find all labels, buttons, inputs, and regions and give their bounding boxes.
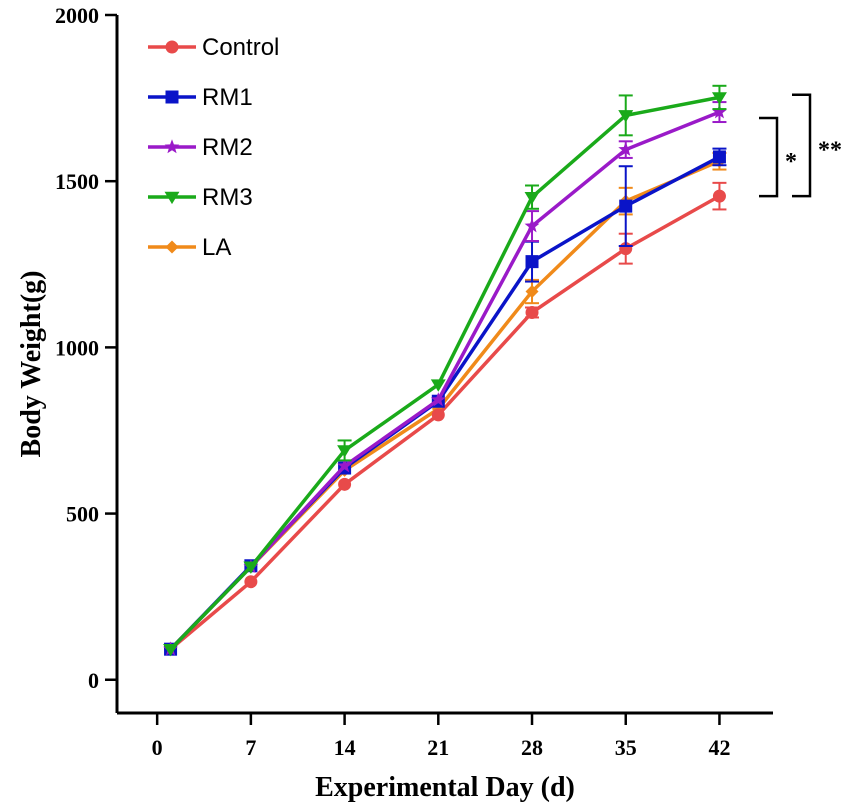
significance-label: * — [785, 149, 797, 175]
x-tick-label: 7 — [245, 735, 256, 760]
data-point — [525, 285, 539, 299]
data-point — [431, 408, 445, 422]
y-tick-label: 1000 — [55, 335, 99, 360]
x-tick-label: 28 — [521, 735, 543, 760]
data-point — [711, 92, 727, 105]
x-axis-title: Experimental Day (d) — [315, 772, 575, 803]
x-tick-label: 35 — [615, 735, 637, 760]
data-point — [165, 90, 179, 104]
data-point — [618, 141, 634, 156]
data-point — [712, 104, 727, 119]
data-point — [525, 305, 539, 319]
data-point — [524, 218, 540, 233]
significance-label: ** — [818, 137, 842, 163]
data-point — [712, 189, 726, 203]
axes: 0 500 1000 1500 2000 0 7 14 21 28 35 42 — [55, 3, 773, 760]
data-point — [163, 643, 179, 657]
legend-label: RM1 — [202, 84, 253, 111]
legend-item-la: LA — [148, 234, 231, 261]
significance-bracket — [759, 116, 779, 198]
y-tick-label: 1500 — [55, 169, 99, 194]
x-tick-label: 14 — [334, 735, 356, 760]
x-tick-label: 42 — [708, 735, 730, 760]
data-point — [525, 255, 539, 269]
legend-label: RM2 — [202, 134, 253, 161]
data-point — [337, 458, 352, 473]
significance-bracket — [792, 93, 812, 198]
data-point — [524, 191, 540, 205]
x-tick-label: 21 — [427, 735, 449, 760]
data-point — [165, 240, 179, 254]
data-point — [337, 445, 353, 458]
data-point — [165, 40, 179, 54]
data-point — [619, 199, 633, 213]
legend: Control RM1 RM2 RM3 LA — [148, 34, 279, 261]
y-tick-label: 0 — [88, 668, 99, 693]
data-point — [164, 139, 180, 154]
legend-item-rm1: RM1 — [148, 84, 253, 111]
y-tick-label: 500 — [66, 502, 99, 527]
data-point — [430, 392, 446, 407]
data-point — [618, 110, 634, 123]
data-point — [164, 191, 180, 205]
legend-item-rm3: RM3 — [148, 184, 253, 211]
significance-layer: * ** — [759, 93, 842, 198]
series-control — [164, 181, 727, 656]
data-point — [244, 575, 258, 589]
legend-label: RM3 — [202, 184, 253, 211]
data-point — [338, 477, 352, 491]
y-tick-label: 2000 — [55, 3, 99, 28]
y-axis-title: Body Weight(g) — [16, 271, 47, 458]
series-layer — [163, 84, 727, 657]
legend-item-control: Control — [148, 34, 279, 61]
data-point — [243, 561, 259, 574]
data-point — [430, 379, 446, 392]
legend-item-rm2: RM2 — [148, 134, 253, 161]
x-tick-label: 0 — [152, 735, 163, 760]
legend-label: LA — [202, 234, 231, 261]
data-point — [712, 150, 726, 164]
legend-label: Control — [202, 34, 279, 61]
series-rm3 — [163, 84, 727, 657]
